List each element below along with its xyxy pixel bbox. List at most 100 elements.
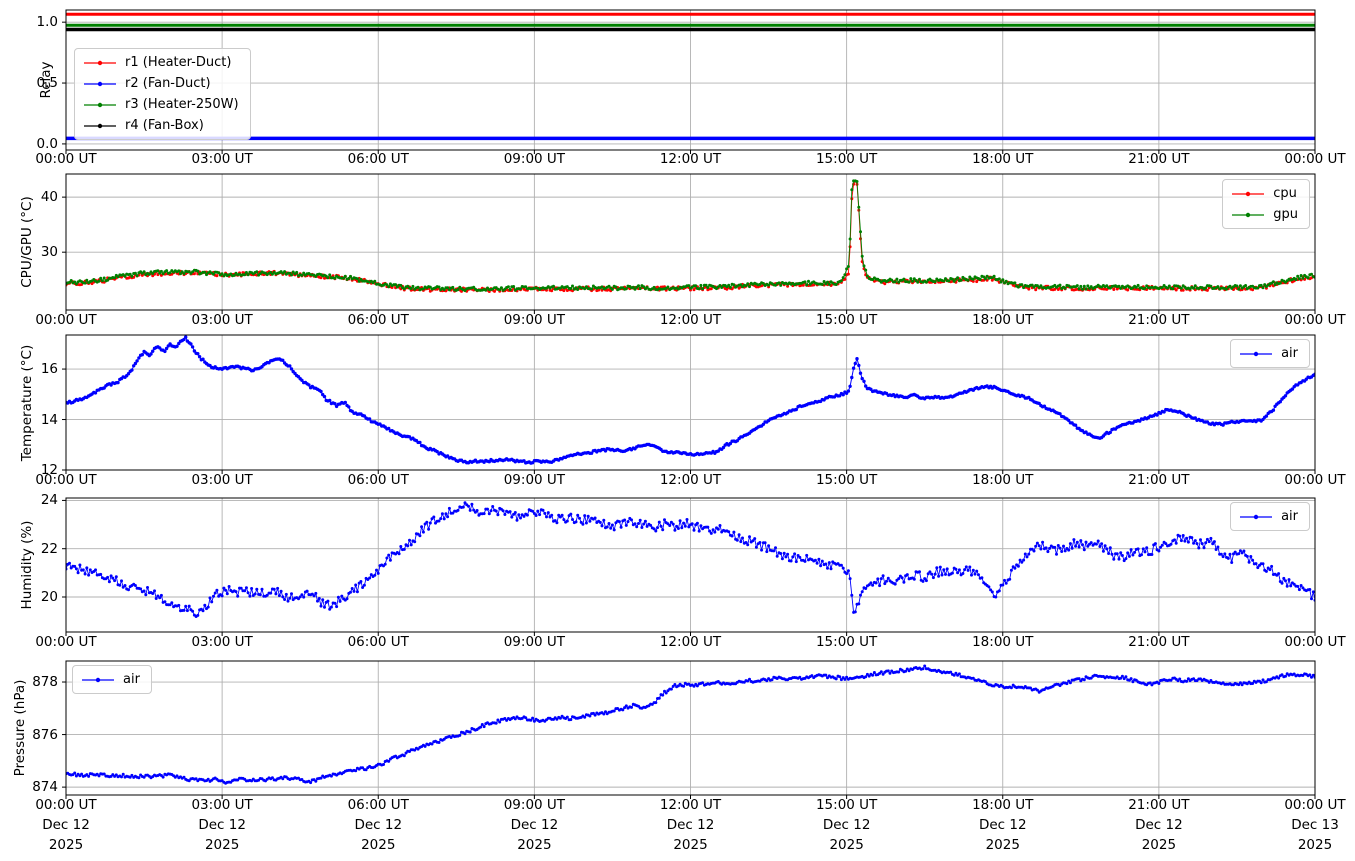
panel-4-frame <box>62 660 1316 799</box>
x-tick-label: 18:00 UT <box>972 472 1034 488</box>
legend-line-sample <box>82 677 114 682</box>
x-tick-date-label: Dec 12 <box>1135 817 1183 833</box>
legend-line-sample <box>84 60 116 65</box>
panel-4-series <box>66 664 1315 785</box>
series-air-markers <box>66 501 1315 618</box>
x-tick-label: 00:00 UT <box>35 151 97 167</box>
x-tick-label: 09:00 UT <box>503 151 566 167</box>
x-tick-label: 00:00 UT <box>1284 634 1346 650</box>
legend-entry: air <box>1240 346 1298 361</box>
x-tick-label: 03:00 UT <box>191 151 253 167</box>
x-tick-label: 12:00 UT <box>659 151 722 167</box>
x-tick-year-label: 2025 <box>1297 837 1333 853</box>
x-tick-label: 09:00 UT <box>503 312 566 328</box>
x-tick-label: 03:00 UT <box>191 312 253 328</box>
panel-2-frame <box>62 334 1316 474</box>
legend-line-sample <box>84 81 116 86</box>
y-tick-label: 878 <box>32 674 58 691</box>
x-tick-label: 06:00 UT <box>347 312 409 328</box>
x-tick-label: 12:00 UT <box>659 797 722 813</box>
legend-label: cpu <box>1273 186 1297 201</box>
x-tick-label: 00:00 UT <box>35 797 97 813</box>
x-tick-label: 03:00 UT <box>191 797 253 813</box>
x-tick-label: 00:00 UT <box>35 472 97 488</box>
x-tick-label: 18:00 UT <box>972 151 1034 167</box>
x-tick-date-label: Dec 12 <box>510 817 559 833</box>
x-tick-label: 15:00 UT <box>815 797 878 813</box>
legend-entry: gpu <box>1232 207 1298 222</box>
x-tick-year-label: 2025 <box>985 837 1020 853</box>
y-tick-label: 16 <box>40 361 58 378</box>
x-tick-label: 00:00 UT <box>1284 151 1346 167</box>
x-tick-date-label: Dec 12 <box>822 817 871 833</box>
x-tick-label: 06:00 UT <box>347 797 409 813</box>
legend-label: air <box>1281 509 1298 524</box>
y-tick-label: 876 <box>32 726 58 743</box>
x-tick-label: 15:00 UT <box>815 312 878 328</box>
x-tick-label: 06:00 UT <box>347 472 409 488</box>
x-tick-label: 15:00 UT <box>815 634 878 650</box>
x-tick-year-label: 2025 <box>673 837 708 853</box>
x-tick-label: 12:00 UT <box>659 312 722 328</box>
legend-line-sample <box>1232 212 1265 217</box>
y-tick-label: 12 <box>40 462 58 478</box>
x-tick-date-label: Dec 12 <box>354 817 403 833</box>
x-tick-label: 03:00 UT <box>191 634 253 650</box>
panel-2-grid <box>66 335 1315 470</box>
series-gpu-markers <box>66 179 1315 293</box>
x-tick-label: 18:00 UT <box>972 634 1034 650</box>
panel-1-frame <box>62 173 1316 314</box>
legend-line-sample <box>84 102 116 107</box>
y-tick-label: 0.0 <box>36 135 58 152</box>
y-tick-label: 14 <box>40 411 58 428</box>
legend-label: gpu <box>1273 207 1298 222</box>
y-tick-label: 22 <box>40 540 58 557</box>
legend-entry: air <box>82 672 140 687</box>
legend-panel-0: r1 (Heater-Duct) r2 (Fan-Duct) r3 (Heater-… <box>74 48 251 140</box>
legend-line-sample <box>1240 514 1273 519</box>
x-tick-date-label: Dec 12 <box>666 817 715 833</box>
x-tick-label: 21:00 UT <box>1128 312 1190 328</box>
x-tick-year-label: 2025 <box>829 837 864 853</box>
series-air-markers <box>66 335 1315 465</box>
x-tick-label: 00:00 UT <box>1284 312 1346 328</box>
y-tick-label: 20 <box>40 588 58 605</box>
legend-entry: cpu <box>1232 186 1298 201</box>
legend-entry: r1 (Heater-Duct) <box>84 55 239 70</box>
panel-3-grid <box>66 498 1315 632</box>
x-tick-date-label: Dec 12 <box>198 817 246 833</box>
legend-entry: r4 (Fan-Box) <box>84 118 239 133</box>
x-tick-label: 21:00 UT <box>1128 634 1190 650</box>
legend-entry: air <box>1240 509 1298 524</box>
y-axis-label-cpu-gpu: CPU/GPU (°C) <box>19 196 35 288</box>
panel-0-series <box>66 12 1315 141</box>
legend-panel-4: air <box>72 665 152 694</box>
y-tick-label: 0.5 <box>36 75 58 92</box>
legend-label: r1 (Heater-Duct) <box>125 55 232 70</box>
legend-panel-3: air <box>1230 502 1310 531</box>
x-tick-label: 00:00 UT <box>35 634 97 650</box>
legend-entry: r2 (Fan-Duct) <box>84 76 239 91</box>
x-tick-label: 21:00 UT <box>1128 472 1190 488</box>
y-tick-label: 1.0 <box>36 14 58 31</box>
x-tick-year-label: 2025 <box>361 837 396 853</box>
legend-line-sample <box>1232 191 1265 196</box>
series-air-markers <box>66 664 1315 785</box>
legend-panel-1: cpu gpu <box>1222 179 1310 229</box>
x-tick-label: 00:00 UT <box>35 312 97 328</box>
panel-0-grid <box>66 10 1315 150</box>
x-tick-year-label: 2025 <box>517 837 552 853</box>
x-tick-label: 18:00 UT <box>972 312 1034 328</box>
x-tick-label: 12:00 UT <box>659 634 722 650</box>
x-tick-date-label: Dec 12 <box>42 817 90 833</box>
x-tick-label: 03:00 UT <box>191 472 253 488</box>
legend-label: r2 (Fan-Duct) <box>125 76 211 91</box>
panel-1-series <box>66 179 1315 293</box>
x-tick-label: 12:00 UT <box>659 472 722 488</box>
panel-2-series <box>66 335 1315 465</box>
x-tick-label: 15:00 UT <box>815 472 878 488</box>
y-tick-label: 874 <box>32 779 58 796</box>
legend-entry: r3 (Heater-250W) <box>84 97 239 112</box>
